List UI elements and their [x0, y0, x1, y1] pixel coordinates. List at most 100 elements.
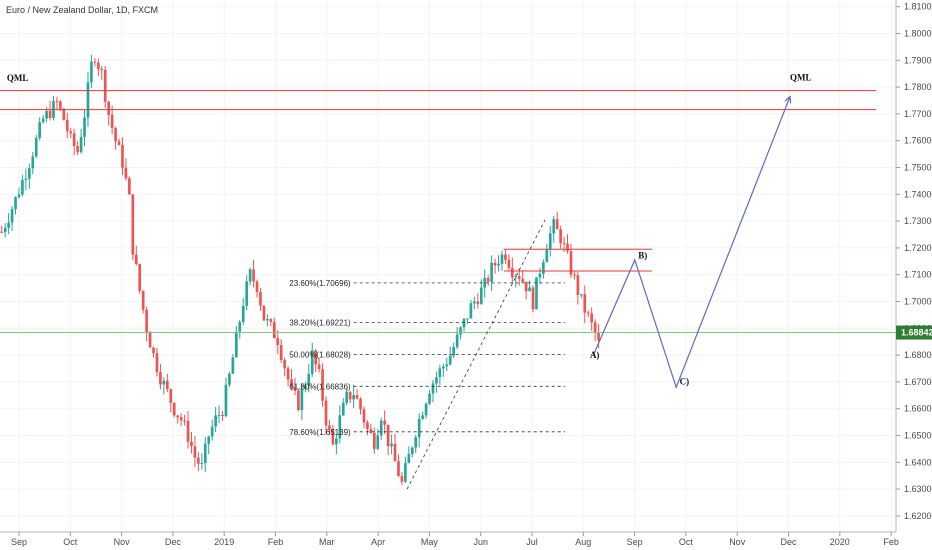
candle-body	[300, 389, 304, 411]
candle-body	[100, 68, 104, 70]
candle-body	[542, 262, 545, 274]
candle-body	[248, 269, 252, 282]
y-tick-label: 1.67000	[904, 377, 932, 387]
candle-body	[466, 318, 469, 320]
candle-body	[345, 391, 349, 403]
candle-body	[479, 287, 483, 304]
candle-body	[521, 278, 524, 282]
x-tick-label: Apr	[371, 537, 385, 547]
candle-body	[538, 273, 542, 278]
candle-body	[493, 262, 497, 266]
candle-body	[404, 463, 407, 482]
candle-body	[200, 463, 204, 465]
candle-body	[407, 454, 411, 464]
x-tick-label: Nov	[729, 537, 746, 547]
candle-body	[259, 292, 262, 306]
candle-body	[424, 403, 428, 416]
candle-body	[297, 390, 300, 411]
candle-body	[583, 294, 587, 313]
candle-body	[321, 369, 324, 401]
candle-body	[331, 428, 335, 445]
candle-body	[269, 319, 273, 322]
candle-body	[290, 379, 293, 387]
candle-body	[366, 422, 369, 430]
candle-body	[352, 395, 355, 400]
candle-body	[252, 269, 255, 282]
candle-body	[286, 368, 290, 380]
candle-body	[235, 331, 238, 358]
x-tick-label: Feb	[883, 537, 899, 547]
candle-body	[86, 82, 90, 118]
candle-body	[114, 128, 117, 142]
candle-body	[190, 441, 193, 447]
candle-body	[511, 267, 514, 278]
x-tick-label: Nov	[114, 537, 131, 547]
fib-level-label: 23.60%(1.70696)	[289, 279, 351, 288]
candle-body	[97, 62, 100, 69]
last-price-badge	[896, 325, 932, 340]
candle-body	[335, 438, 338, 445]
candle-body	[517, 276, 521, 279]
candle-body	[0, 231, 4, 233]
candle-body	[131, 194, 135, 255]
candle-body	[452, 347, 455, 356]
candle-body	[573, 274, 576, 276]
candle-body	[107, 101, 110, 115]
candle-body	[21, 179, 24, 195]
y-tick-label: 1.66000	[904, 404, 932, 414]
candle-body	[348, 391, 352, 400]
candle-body	[314, 350, 317, 365]
candle-body	[90, 61, 93, 83]
x-tick-label: Feb	[268, 537, 284, 547]
candle-body	[459, 327, 462, 335]
candle-body	[373, 432, 376, 449]
candle-body	[241, 305, 245, 323]
y-tick-label: 1.74000	[904, 189, 932, 199]
candle-body	[376, 435, 380, 449]
candle-body	[435, 377, 438, 384]
candle-body	[14, 197, 17, 210]
candle-body	[255, 281, 259, 293]
y-tick-label: 1.71000	[904, 270, 932, 280]
candle-body	[79, 136, 83, 153]
candle-body	[245, 281, 248, 306]
candle-body	[148, 332, 152, 348]
candle-body	[442, 366, 445, 369]
candle-body	[186, 420, 190, 442]
candle-body	[379, 420, 383, 436]
candle-body	[124, 167, 128, 179]
candle-body	[197, 457, 200, 464]
fib-level-label: 78.60%(1.65139)	[289, 428, 351, 437]
chart-title: Euro / New Zealand Dollar, 1D, FXCM	[6, 5, 158, 15]
candle-body	[507, 259, 511, 268]
candle-body	[317, 364, 321, 370]
candle-body	[279, 345, 283, 361]
candle-body	[597, 332, 600, 341]
x-tick-label: 2019	[214, 537, 234, 547]
x-tick-label: May	[421, 537, 439, 547]
candle-body	[203, 443, 207, 464]
y-tick-label: 1.63000	[904, 484, 932, 494]
candle-body	[3, 227, 7, 232]
candle-body	[169, 389, 173, 403]
candle-body	[400, 476, 404, 482]
candle-body	[483, 277, 487, 288]
candle-body	[69, 131, 73, 134]
wave-label: C)	[680, 377, 690, 387]
candle-body	[176, 415, 179, 418]
candle-body	[462, 318, 466, 328]
candle-body	[362, 409, 366, 423]
candle-body	[514, 276, 518, 278]
projection-path	[592, 96, 791, 390]
candle-body	[262, 305, 266, 321]
candle-body	[231, 357, 235, 374]
y-tick-label: 1.81000	[904, 2, 932, 12]
candle-body	[548, 233, 552, 250]
candle-body	[45, 110, 48, 119]
candle-body	[183, 420, 186, 422]
candle-body	[48, 110, 52, 118]
candle-body	[134, 254, 138, 265]
candle-body	[59, 101, 62, 109]
candle-body	[310, 350, 314, 374]
